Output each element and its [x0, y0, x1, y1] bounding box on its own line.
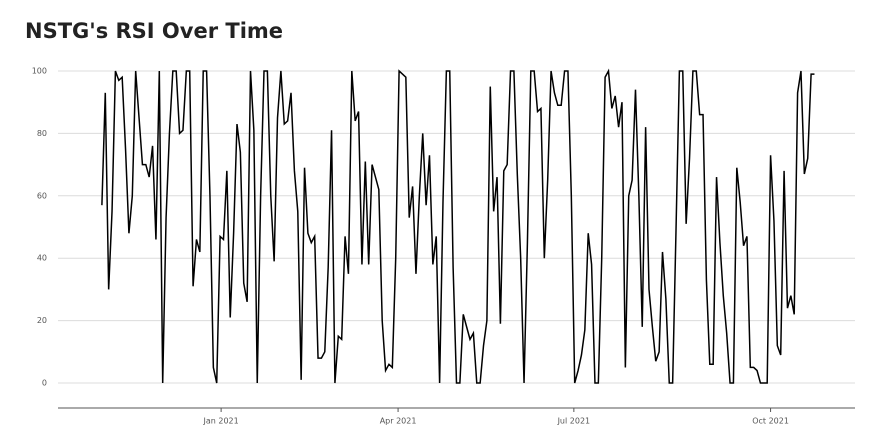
y-tick-label: 40 — [37, 254, 47, 263]
x-tick-label: Jul 2021 — [557, 417, 591, 426]
y-tick-label: 80 — [37, 129, 47, 138]
x-tick-label: Jan 2021 — [202, 417, 238, 426]
y-tick-label: 20 — [37, 316, 47, 325]
rsi-line — [101, 68, 815, 384]
x-tick-label: Apr 2021 — [380, 417, 417, 426]
y-tick-label: 100 — [32, 66, 47, 75]
y-tick-label: 0 — [42, 379, 47, 388]
y-tick-label: 60 — [37, 191, 47, 200]
x-tick-label: Oct 2021 — [752, 417, 789, 426]
chart-title: NSTG's RSI Over Time — [25, 19, 283, 43]
